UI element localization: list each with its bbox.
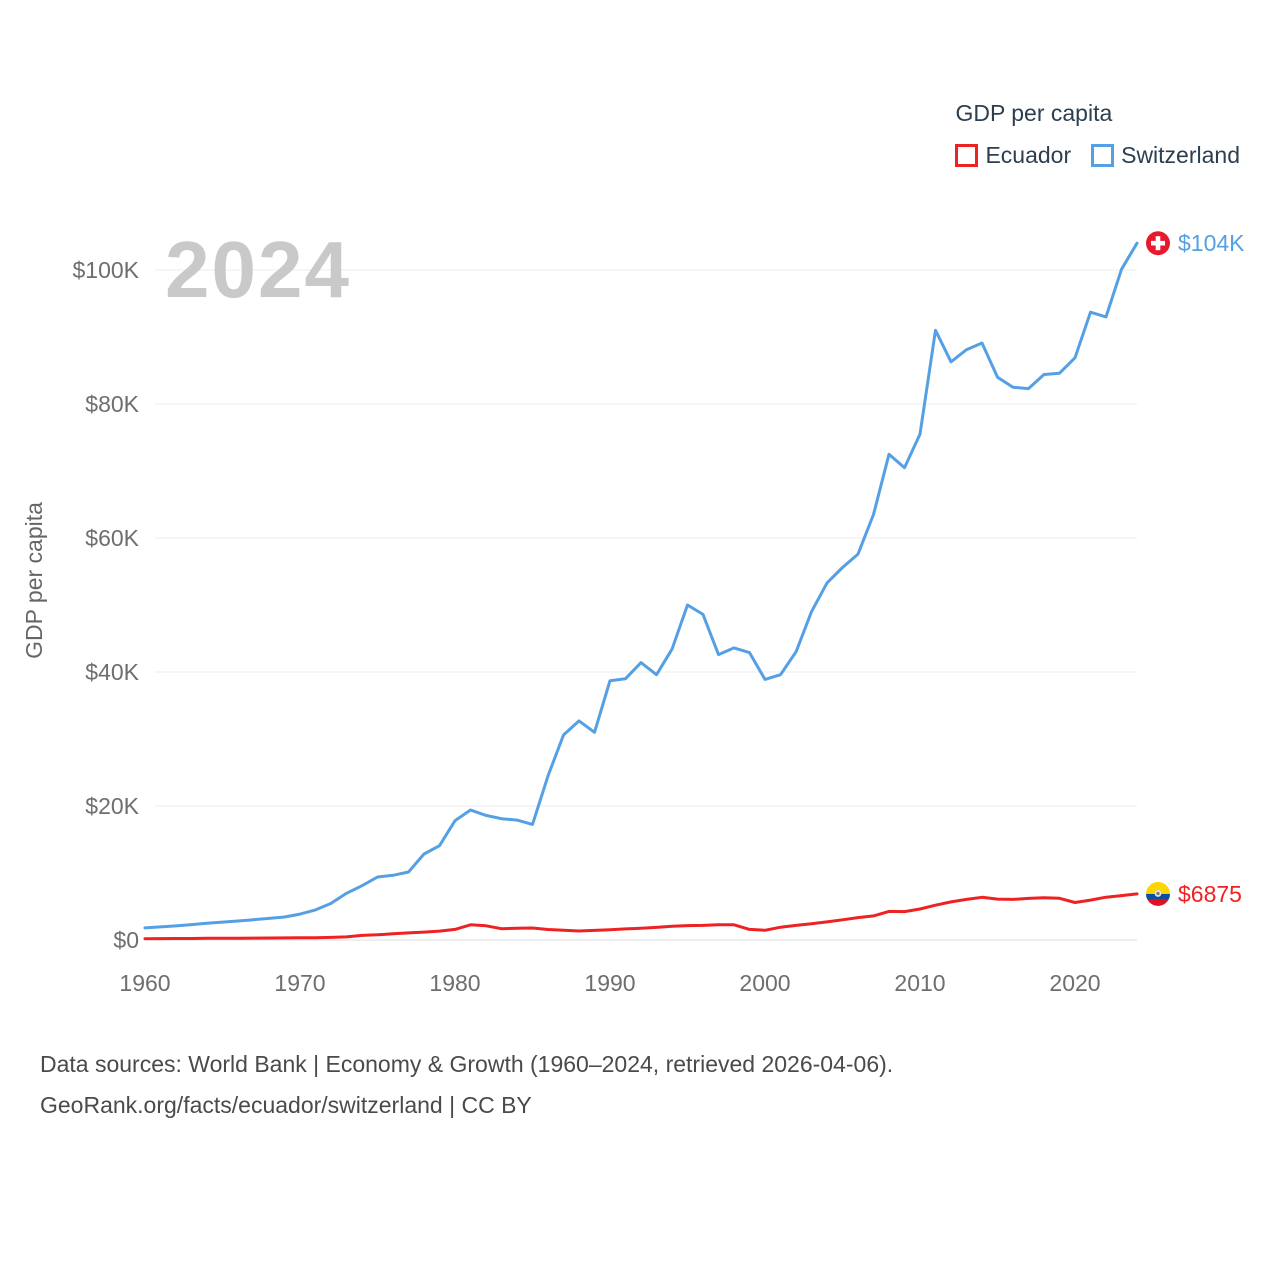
ecuador-value-label: $6875 — [1178, 881, 1242, 907]
data-sources-text: Data sources: World Bank | Economy & Gro… — [40, 1051, 894, 1077]
y-tick-label: $60K — [85, 525, 139, 551]
legend-label-ecuador: Ecuador — [985, 142, 1072, 168]
y-tick-label: $0 — [113, 927, 139, 953]
switzerland-line — [143, 241, 1139, 930]
x-tick-label: 2020 — [1049, 970, 1100, 996]
switzerland-swatch-icon — [1091, 144, 1115, 167]
legend-item-switzerland[interactable]: Switzerland — [1091, 142, 1240, 169]
legend-items: Ecuador Switzerland — [955, 142, 1240, 169]
x-tick-label: 1990 — [584, 970, 635, 996]
source-footer: Data sources: World Bank | Economy & Gro… — [40, 1044, 893, 1126]
x-tick-label: 1970 — [274, 970, 325, 996]
attribution-text: GeoRank.org/facts/ecuador/switzerland | … — [40, 1092, 532, 1118]
x-tick-label: 2000 — [739, 970, 790, 996]
legend-label-switzerland: Switzerland — [1121, 142, 1240, 168]
x-tick-label: 1960 — [119, 970, 170, 996]
switzerland-flag-icon — [1146, 231, 1170, 256]
x-tick-label: 1980 — [429, 970, 480, 996]
year-watermark: 2024 — [165, 225, 351, 314]
chart-legend: GDP per capita Ecuador Switzerland — [955, 100, 1240, 169]
y-tick-label: $80K — [85, 391, 139, 417]
switzerland-value-label: $104K — [1178, 230, 1245, 256]
y-tick-label: $40K — [85, 659, 139, 685]
ecuador-line — [143, 892, 1139, 941]
legend-title: GDP per capita — [955, 100, 1113, 126]
ecuador-flag-icon — [1146, 881, 1170, 906]
ecuador-swatch-icon — [955, 144, 979, 167]
y-axis-title: GDP per capita — [20, 501, 47, 659]
y-tick-label: $100K — [72, 257, 139, 283]
x-tick-label: 2010 — [894, 970, 945, 996]
y-tick-label: $20K — [85, 793, 139, 819]
legend-item-ecuador[interactable]: Ecuador — [955, 142, 1071, 169]
